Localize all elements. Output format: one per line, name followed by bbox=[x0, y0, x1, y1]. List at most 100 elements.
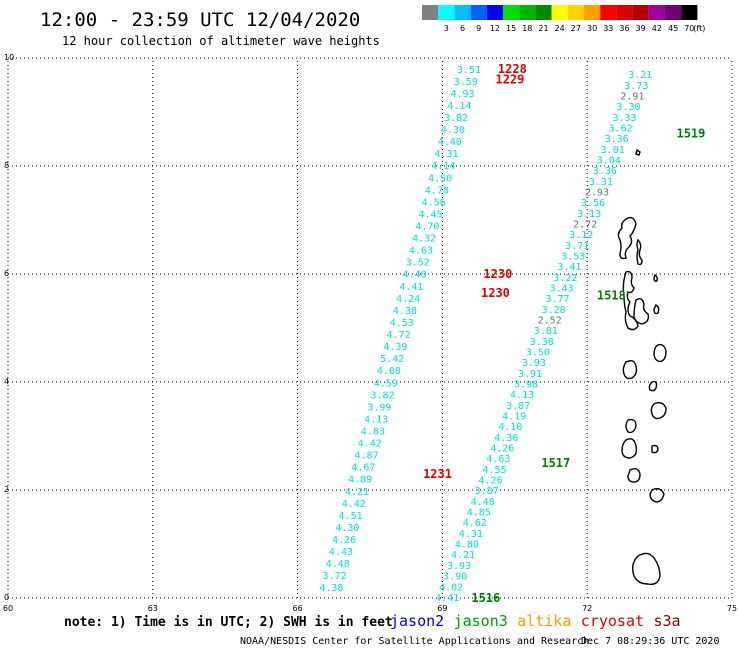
wave-height-value: 4.26 bbox=[332, 535, 356, 546]
wave-height-value: 4.80 bbox=[455, 540, 479, 551]
wave-height-value: 3.87 bbox=[506, 401, 530, 412]
wave-height-value: 4.42 bbox=[342, 499, 366, 510]
pass-time-label: 1229 bbox=[495, 73, 524, 87]
wave-height-value: 4.30 bbox=[335, 523, 359, 534]
colorbar-swatch bbox=[470, 5, 487, 20]
y-tick-label: 10 bbox=[4, 53, 14, 62]
colorbar-swatch bbox=[681, 5, 698, 20]
wave-height-value: 4.45 bbox=[419, 209, 443, 220]
satellite-legend: jason2 jason3 altika cryosat s3a bbox=[390, 612, 681, 630]
satellite-s3a: s3a bbox=[654, 612, 681, 630]
colorbar-label: 30 bbox=[587, 24, 597, 33]
x-tick-label: 72 bbox=[582, 604, 592, 613]
wave-height-value: 4.39 bbox=[383, 342, 407, 353]
wave-height-value: 2.93 bbox=[585, 188, 609, 199]
colorbar-label: 24 bbox=[555, 24, 565, 33]
wave-height-value: 3.30 bbox=[616, 102, 640, 113]
wave-height-value: 4.87 bbox=[355, 451, 379, 462]
wave-height-colorbar: 3 6 9 12 15 18 21 24 27 30 33 36 39 42 45 70(ft) bbox=[422, 5, 705, 33]
wave-height-value: 3.90 bbox=[443, 572, 467, 583]
wave-height-value: 4.02 bbox=[439, 582, 463, 593]
wave-height-value: 4.70 bbox=[415, 222, 439, 233]
pass-time-label: 1516 bbox=[471, 591, 500, 605]
wave-height-value: 3.93 bbox=[447, 561, 471, 572]
wave-height-value: 4.21 bbox=[451, 550, 475, 561]
pass-time-label: 1230 bbox=[483, 267, 512, 281]
wave-height-value: 3.53 bbox=[561, 252, 585, 263]
wave-height-value: 3.12 bbox=[569, 230, 593, 241]
colorbar-swatch bbox=[503, 5, 520, 20]
colorbar-swatch bbox=[519, 5, 536, 20]
maldives-islands bbox=[617, 148, 667, 586]
y-tick-label: 4 bbox=[4, 377, 9, 386]
map-subtitle: 12 hour collection of altimeter wave hei… bbox=[62, 34, 380, 48]
wave-height-value: 4.41 bbox=[399, 282, 423, 293]
wave-height-value: 4.13 bbox=[510, 390, 534, 401]
wave-height-value: 3.33 bbox=[612, 113, 636, 124]
axis-tick-labels: 60 63 66 69 72 75 0 2 4 6 8 10 bbox=[3, 53, 737, 613]
wave-height-value: 4.36 bbox=[494, 433, 518, 444]
x-tick-label: 60 bbox=[3, 604, 13, 613]
wave-height-value: 3.87 bbox=[475, 486, 499, 497]
wave-height-value: 4.51 bbox=[339, 511, 363, 522]
pass-time-label: 1518 bbox=[597, 289, 626, 303]
wave-height-value: 4.14 bbox=[431, 161, 455, 172]
wave-height-value: 4.63 bbox=[409, 246, 433, 257]
wave-height-value: 4.13 bbox=[364, 414, 388, 425]
wave-height-value: 3.52 bbox=[406, 258, 430, 269]
wave-height-value: 4.53 bbox=[390, 318, 414, 329]
satellite-jason2: jason2 bbox=[390, 612, 444, 630]
wave-height-value: 4.62 bbox=[463, 518, 487, 529]
wave-height-value: 4.38 bbox=[393, 306, 417, 317]
pass-time-label: 1519 bbox=[676, 127, 705, 141]
wave-height-value: 3.01 bbox=[601, 145, 625, 156]
wave-height-value: 4.40 bbox=[403, 270, 427, 281]
wave-height-value: 4.72 bbox=[387, 330, 411, 341]
wave-height-value: 4.31 bbox=[459, 529, 483, 540]
colorbar-label: 9 bbox=[476, 24, 481, 33]
colorbar-swatch bbox=[422, 5, 439, 20]
colorbar-label: 15 bbox=[506, 24, 516, 33]
pass-time-label: 1231 bbox=[423, 467, 452, 481]
wave-height-value: 3.82 bbox=[444, 113, 468, 124]
wave-height-value: 4.26 bbox=[479, 476, 503, 487]
colorbar-label: 33 bbox=[603, 24, 613, 33]
wave-height-value: 3.59 bbox=[454, 77, 478, 88]
wave-height-value: 3.36 bbox=[605, 134, 629, 145]
wave-height-value: 4.14 bbox=[447, 101, 471, 112]
wave-height-value: 3.28 bbox=[542, 305, 566, 316]
wave-height-value: 3.77 bbox=[546, 294, 570, 305]
wave-height-value: 4.19 bbox=[502, 412, 526, 423]
colorbar-swatch bbox=[600, 5, 617, 20]
wave-height-value: 3.71 bbox=[565, 241, 589, 252]
wave-height-value: 4.31 bbox=[435, 149, 459, 160]
colorbar-swatch bbox=[584, 5, 601, 20]
colorbar-label: 6 bbox=[460, 24, 465, 33]
wave-height-value: 4.85 bbox=[467, 508, 491, 519]
wave-height-value: 3.51 bbox=[457, 65, 481, 76]
map-title: 12:00 - 23:59 UTC 12/04/2020 bbox=[40, 9, 360, 31]
wave-height-value: 4.21 bbox=[345, 487, 369, 498]
pass-time-label: 1517 bbox=[541, 456, 570, 470]
colorbar-label: 12 bbox=[490, 24, 500, 33]
y-tick-label: 6 bbox=[4, 269, 9, 278]
colorbar-label: 39 bbox=[636, 24, 646, 33]
x-tick-label: 66 bbox=[293, 604, 303, 613]
x-tick-label: 69 bbox=[437, 604, 447, 613]
colorbar-label: 42 bbox=[652, 24, 662, 33]
track-a-values: 3.513.594.934.143.824.304.404.314.144.50… bbox=[319, 65, 481, 594]
satellite-altika: altika bbox=[517, 612, 571, 630]
footer-note: note: 1) Time is in UTC; 2) SWH is in fe… bbox=[64, 615, 393, 630]
wave-height-value: 3.93 bbox=[522, 358, 546, 369]
wave-height-value: 3.56 bbox=[581, 198, 605, 209]
satellite-cryosat: cryosat bbox=[581, 612, 644, 630]
wave-height-value: 3.38 bbox=[530, 337, 554, 348]
wave-height-value: 2.72 bbox=[573, 220, 597, 231]
colorbar-swatch bbox=[665, 5, 682, 20]
wave-height-value: 3.73 bbox=[624, 81, 648, 92]
wave-height-value: 4.48 bbox=[471, 497, 495, 508]
wave-height-value: 5.42 bbox=[380, 354, 404, 365]
satellite-jason3: jason3 bbox=[454, 612, 508, 630]
wave-height-value: 4.67 bbox=[351, 463, 375, 474]
wave-height-value: 3.82 bbox=[371, 390, 395, 401]
